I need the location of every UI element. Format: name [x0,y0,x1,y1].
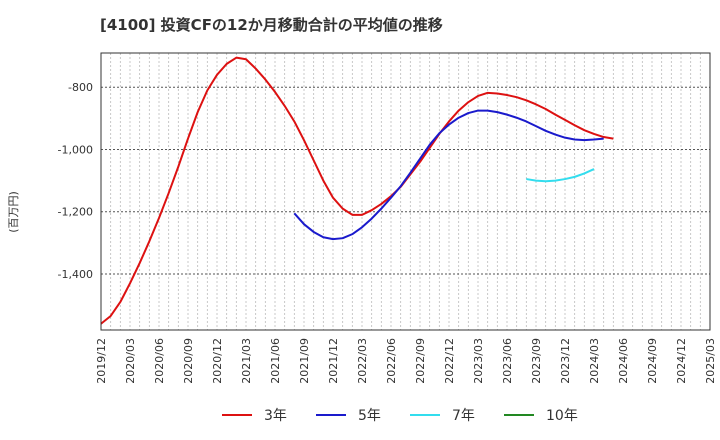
x-tick-label: 2020/09 [182,338,195,384]
series-line [526,168,595,183]
x-tick-label: 2020/06 [153,338,166,384]
legend: 3年 5年 7年 10年 [222,408,578,424]
grid-lines [101,53,710,330]
y-tick-label: -1,200 [58,206,93,219]
y-tick-label: -1,400 [58,268,93,281]
x-tick-label: 2023/03 [472,338,485,384]
x-tick-label: 2023/12 [559,338,572,384]
x-tick-label: 2020/03 [124,338,137,384]
x-tick-label: 2022/12 [443,338,456,384]
x-tick-label: 2019/12 [95,338,108,384]
x-tick-label: 2023/09 [530,338,543,384]
y-tick-label: -1,000 [58,143,93,156]
x-tick-label: 2021/12 [327,338,340,384]
x-tick-label: 2024/09 [646,338,659,384]
x-tick-label: 2021/03 [240,338,253,384]
x-tick-label: 2024/12 [675,338,688,384]
x-tick-label: 2023/06 [501,338,514,384]
series-line [293,109,604,241]
x-tick-label: 2022/03 [356,338,369,384]
x-tick-label: 2025/03 [704,338,717,384]
x-tick-label: 2021/09 [298,338,311,384]
x-tick-label: 2020/12 [211,338,224,384]
legend-label: 10年 [546,408,578,424]
x-tick-label: 2022/06 [385,338,398,384]
x-tick-label: 2022/09 [414,338,427,384]
tick-labels: -800 -1,000 -1,200 -1,400 2019/12 2020/03 2020… [58,81,717,383]
x-tick-label: 2024/06 [617,338,630,384]
series-lines [100,56,614,325]
x-tick-label: 2021/06 [269,338,282,384]
legend-label: 5年 [358,408,381,424]
y-axis-label: (百万円) [7,191,20,233]
legend-label: 7年 [452,408,475,424]
plot-frame [100,52,711,331]
chart-title: [4100] 投資CFの12か月移動合計の平均値の推移 [100,16,443,34]
y-tick-label: -800 [68,81,93,94]
series-line [100,56,614,325]
legend-label: 3年 [264,408,287,424]
x-tick-label: 2024/03 [588,338,601,384]
